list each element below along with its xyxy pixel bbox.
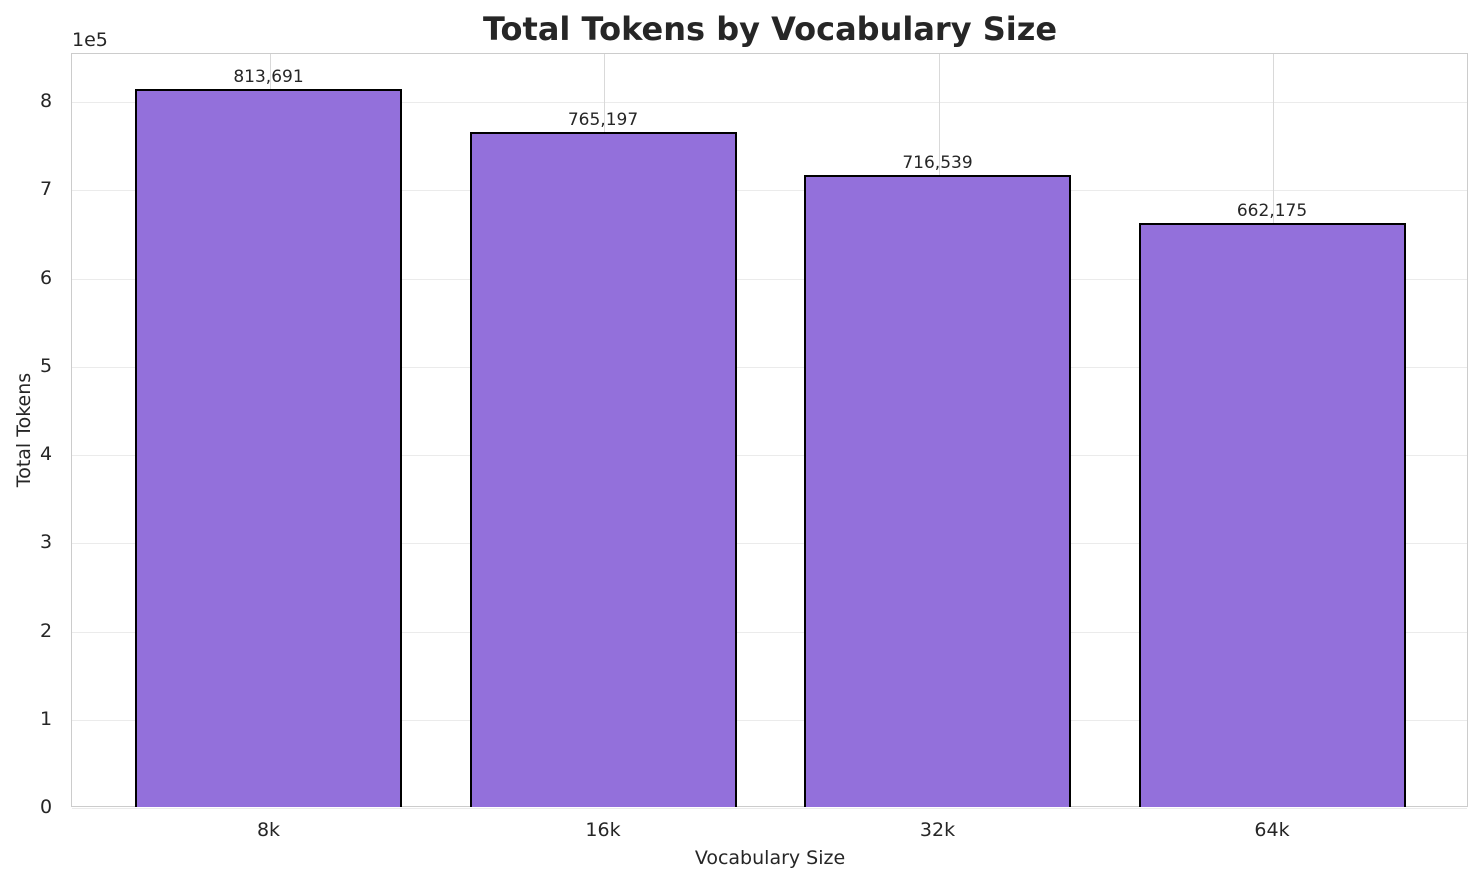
y-tick-label: 4 — [40, 443, 53, 465]
x-tick-label: 16k — [585, 819, 621, 841]
bar-value-label: 765,197 — [567, 109, 639, 130]
y-tick-label: 7 — [40, 178, 53, 201]
y-tick-label: 3 — [40, 531, 53, 554]
y-tick-label: 1 — [40, 707, 53, 730]
h-gridline — [72, 190, 1467, 192]
x-tick-label: 32k — [919, 819, 956, 841]
bar-value-label: 813,691 — [233, 66, 304, 87]
y-axis-offset-label: 1e5 — [72, 29, 108, 51]
y-tick-label: 0 — [40, 796, 53, 818]
bar-8k — [135, 88, 402, 807]
h-gridline — [72, 719, 1467, 721]
y-tick-label: 6 — [40, 266, 53, 289]
bar-value-label: 662,175 — [1236, 200, 1308, 221]
h-gridline — [72, 808, 1467, 809]
bar-32k — [804, 174, 1071, 807]
chart-title: Total Tokens by Vocabulary Size — [482, 10, 1058, 48]
y-axis-label: Total Tokens — [13, 372, 35, 488]
y-tick-label: 2 — [40, 619, 53, 642]
bar-16k — [469, 131, 737, 807]
x-tick-label: 8k — [256, 819, 281, 841]
bar-64k — [1138, 222, 1406, 807]
y-tick-label: 8 — [40, 90, 53, 112]
x-tick-label: 64k — [1254, 819, 1290, 841]
bar-value-label: 716,539 — [902, 152, 973, 173]
h-gridline — [72, 631, 1467, 633]
h-gridline — [72, 455, 1467, 456]
y-tick-label: 5 — [40, 354, 53, 377]
h-gridline — [72, 366, 1467, 368]
h-gridline — [72, 102, 1467, 103]
h-gridline — [72, 543, 1467, 545]
h-gridline — [72, 278, 1467, 280]
x-axis-label: Vocabulary Size — [694, 847, 846, 869]
